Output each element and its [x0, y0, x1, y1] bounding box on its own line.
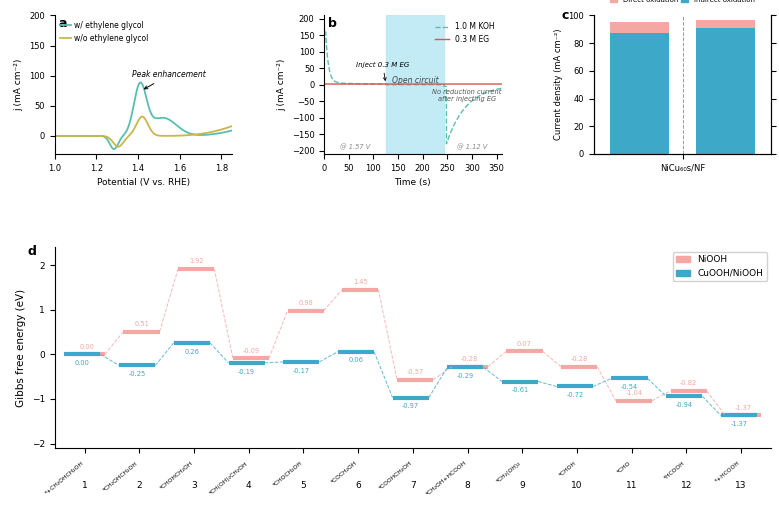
Text: Open circuit: Open circuit — [392, 76, 438, 85]
Text: -0.54: -0.54 — [621, 384, 638, 390]
Text: @ 1.12 V: @ 1.12 V — [456, 144, 487, 151]
Legend: w/ ethylene glycol, w/o ethylene glycol: w/ ethylene glycol, w/o ethylene glycol — [58, 19, 150, 44]
Bar — [610, 33, 668, 154]
Text: *CHOHCH₂OH: *CHOHCH₂OH — [159, 460, 194, 491]
Text: *COOHCH₂OH: *COOHCH₂OH — [378, 460, 413, 491]
Text: No reduction current
after injecting EG: No reduction current after injecting EG — [432, 89, 502, 102]
Text: @ 1.57 V: @ 1.57 V — [340, 144, 370, 151]
Text: *COCH₂OH: *COCH₂OH — [330, 460, 358, 485]
X-axis label: Time (s): Time (s) — [394, 178, 432, 187]
Bar — [696, 28, 756, 154]
Text: 1.45: 1.45 — [353, 279, 368, 285]
Y-axis label: Gibbs free energy (eV): Gibbs free energy (eV) — [16, 288, 26, 407]
Y-axis label: j (mA cm⁻²): j (mA cm⁻²) — [15, 59, 23, 111]
Text: *+CH₂OHCH₂OH: *+CH₂OHCH₂OH — [44, 460, 85, 496]
Text: -0.57: -0.57 — [407, 369, 424, 375]
Text: *HCOOH: *HCOOH — [664, 460, 686, 481]
Text: 0.26: 0.26 — [185, 349, 199, 354]
Text: -1.37: -1.37 — [731, 421, 747, 427]
Text: *CH(OH)₂CH₂OH: *CH(OH)₂CH₂OH — [208, 460, 249, 495]
Text: b: b — [328, 17, 337, 30]
Text: -1.37: -1.37 — [735, 405, 752, 411]
Text: 0.06: 0.06 — [348, 357, 364, 364]
Bar — [610, 22, 668, 33]
Text: -0.61: -0.61 — [512, 387, 529, 393]
Text: *CH₂(OH)₂: *CH₂(OH)₂ — [495, 460, 522, 484]
Text: -0.28: -0.28 — [461, 356, 478, 363]
Text: 1.92: 1.92 — [189, 258, 203, 264]
Text: -0.17: -0.17 — [293, 368, 310, 374]
Text: -0.28: -0.28 — [570, 356, 588, 363]
Text: *CH₂OH+HCOOH: *CH₂OH+HCOOH — [425, 460, 467, 497]
Text: 0.51: 0.51 — [134, 321, 149, 327]
Text: *CHOCH₂OH: *CHOCH₂OH — [272, 460, 304, 488]
Text: Peak enhancement: Peak enhancement — [132, 71, 206, 89]
Text: -1.04: -1.04 — [626, 390, 643, 396]
Text: -0.82: -0.82 — [680, 381, 697, 386]
Legend: 1.0 M KOH, 0.3 M EG: 1.0 M KOH, 0.3 M EG — [432, 19, 498, 47]
X-axis label: Potential (V vs. RHE): Potential (V vs. RHE) — [97, 178, 190, 187]
Text: 0.00: 0.00 — [75, 360, 90, 366]
Text: *+HCOOH: *+HCOOH — [714, 460, 741, 484]
Y-axis label: j (mA cm⁻²): j (mA cm⁻²) — [277, 59, 286, 111]
Text: -0.97: -0.97 — [402, 403, 419, 409]
Text: 0.98: 0.98 — [298, 300, 313, 306]
Legend: NiOOH, CuOOH/NiOOH: NiOOH, CuOOH/NiOOH — [673, 252, 767, 282]
Text: -0.19: -0.19 — [238, 369, 255, 374]
Text: 0.07: 0.07 — [517, 341, 532, 347]
Text: Inject 0.3 M EG: Inject 0.3 M EG — [356, 61, 410, 80]
Text: -0.25: -0.25 — [129, 371, 146, 377]
Text: *CH₂OHCH₂OH: *CH₂OHCH₂OH — [103, 460, 139, 492]
Text: -0.29: -0.29 — [456, 373, 474, 379]
Text: d: d — [27, 245, 36, 258]
Legend: Direct oxidation, Indirect oxidation: Direct oxidation, Indirect oxidation — [608, 0, 758, 6]
Text: -0.09: -0.09 — [242, 348, 259, 354]
Text: 0.00: 0.00 — [79, 344, 94, 350]
Text: *CHOH: *CHOH — [558, 460, 577, 478]
Y-axis label: Current density (mA cm⁻²): Current density (mA cm⁻²) — [554, 29, 562, 141]
Text: c: c — [562, 9, 569, 22]
Bar — [386, 15, 444, 154]
Text: a: a — [58, 17, 66, 30]
Text: -0.94: -0.94 — [675, 402, 693, 408]
Text: -0.72: -0.72 — [566, 392, 583, 398]
Bar — [696, 20, 756, 28]
Text: *CHO: *CHO — [616, 460, 632, 475]
